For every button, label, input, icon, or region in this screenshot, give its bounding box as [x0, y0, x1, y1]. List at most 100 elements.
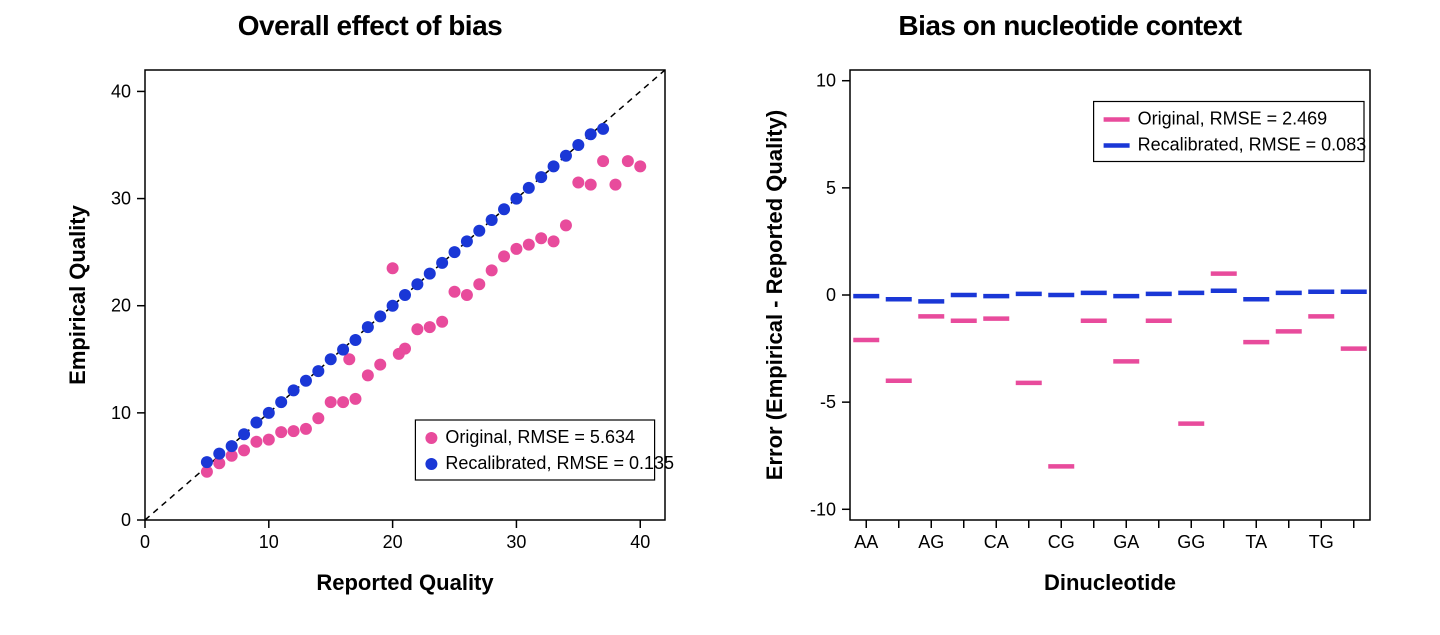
x-tick-label: 10: [259, 532, 279, 552]
point-recalibrated: [486, 214, 498, 226]
y-tick-label: -10: [810, 499, 836, 519]
legend-marker-original: [425, 432, 437, 444]
point-original: [387, 262, 399, 274]
legend-label-original: Original, RMSE = 5.634: [445, 427, 635, 447]
legend-label-recalibrated: Recalibrated, RMSE = 0.083: [1138, 135, 1367, 155]
point-original: [288, 425, 300, 437]
point-original: [498, 250, 510, 262]
point-recalibrated: [523, 182, 535, 194]
point-recalibrated: [226, 440, 238, 452]
point-recalibrated: [411, 278, 423, 290]
y-tick-label: 0: [826, 285, 836, 305]
point-original: [238, 444, 250, 456]
point-recalibrated: [387, 300, 399, 312]
point-recalibrated: [337, 344, 349, 356]
point-original: [609, 179, 621, 191]
legend-label-recalibrated: Recalibrated, RMSE = 0.135: [445, 453, 674, 473]
point-recalibrated: [597, 123, 609, 135]
y-tick-label: 40: [111, 81, 131, 101]
x-axis-label: Reported Quality: [316, 570, 494, 595]
x-tick-label: AA: [854, 532, 878, 552]
x-tick-label: TG: [1309, 532, 1334, 552]
point-original: [337, 396, 349, 408]
x-tick-label: GG: [1177, 532, 1205, 552]
point-original: [325, 396, 337, 408]
y-tick-label: 10: [816, 71, 836, 91]
point-original: [473, 278, 485, 290]
y-tick-label: 10: [111, 403, 131, 423]
y-axis-label: Empirical Quality: [65, 204, 90, 384]
point-recalibrated: [362, 321, 374, 333]
x-tick-label: 30: [506, 532, 526, 552]
x-tick-label: TA: [1245, 532, 1267, 552]
point-recalibrated: [300, 375, 312, 387]
point-original: [548, 235, 560, 247]
point-recalibrated: [263, 407, 275, 419]
point-original: [510, 243, 522, 255]
point-original: [250, 436, 262, 448]
point-recalibrated: [585, 128, 597, 140]
point-recalibrated: [436, 257, 448, 269]
x-axis-label: Dinucleotide: [1044, 570, 1176, 595]
point-original: [634, 160, 646, 172]
x-tick-label: 20: [383, 532, 403, 552]
legend-label-original: Original, RMSE = 2.469: [1138, 109, 1328, 129]
y-tick-label: 20: [111, 296, 131, 316]
left-chart-title: Overall effect of bias: [238, 10, 502, 42]
point-original: [622, 155, 634, 167]
right-chart-title: Bias on nucleotide context: [898, 10, 1241, 42]
point-recalibrated: [473, 225, 485, 237]
point-original: [449, 286, 461, 298]
point-recalibrated: [535, 171, 547, 183]
left-panel: Overall effect of bias 01020304001020304…: [50, 10, 690, 610]
point-original: [362, 369, 374, 381]
legend-marker-recalibrated: [425, 458, 437, 470]
point-recalibrated: [288, 384, 300, 396]
point-recalibrated: [374, 310, 386, 322]
figure-container: Overall effect of bias 0 10 20 30 40 0 10 20 30 4…: [0, 0, 1440, 635]
point-original: [597, 155, 609, 167]
y-tick-label: 30: [111, 189, 131, 209]
point-original: [399, 343, 411, 355]
point-original: [523, 239, 535, 251]
point-recalibrated: [560, 150, 572, 162]
point-recalibrated: [424, 268, 436, 280]
y-tick-label: 0: [121, 510, 131, 530]
point-recalibrated: [312, 365, 324, 377]
point-recalibrated: [238, 428, 250, 440]
point-original: [349, 393, 361, 405]
x-tick-label: AG: [918, 532, 944, 552]
y-tick-label: 5: [826, 178, 836, 198]
point-recalibrated: [349, 334, 361, 346]
point-original: [535, 232, 547, 244]
x-tick-label: CA: [984, 532, 1009, 552]
point-original: [374, 359, 386, 371]
x-tick-label: CG: [1048, 532, 1075, 552]
point-recalibrated: [572, 139, 584, 151]
point-recalibrated: [250, 417, 262, 429]
point-original: [411, 323, 423, 335]
point-original: [436, 316, 448, 328]
point-original: [424, 321, 436, 333]
point-recalibrated: [325, 353, 337, 365]
point-recalibrated: [449, 246, 461, 258]
right-panel: Bias on nucleotide context -10 -5 0 5 10 AA AG…: [750, 10, 1390, 610]
point-original: [572, 177, 584, 189]
y-axis-label: Error (Empirical - Reported Quality): [762, 110, 787, 480]
right-chart-svg: -10-50510AAAGCACGGAGGTATGDinucleotideErr…: [750, 50, 1390, 610]
point-recalibrated: [201, 456, 213, 468]
point-original: [486, 264, 498, 276]
point-original: [275, 426, 287, 438]
point-original: [263, 434, 275, 446]
point-recalibrated: [213, 448, 225, 460]
y-tick-label: -5: [820, 392, 836, 412]
point-recalibrated: [510, 193, 522, 205]
point-original: [560, 219, 572, 231]
point-original: [300, 423, 312, 435]
point-recalibrated: [399, 289, 411, 301]
point-original: [585, 179, 597, 191]
point-recalibrated: [275, 396, 287, 408]
point-original: [312, 412, 324, 424]
x-tick-label: 40: [630, 532, 650, 552]
point-recalibrated: [461, 235, 473, 247]
